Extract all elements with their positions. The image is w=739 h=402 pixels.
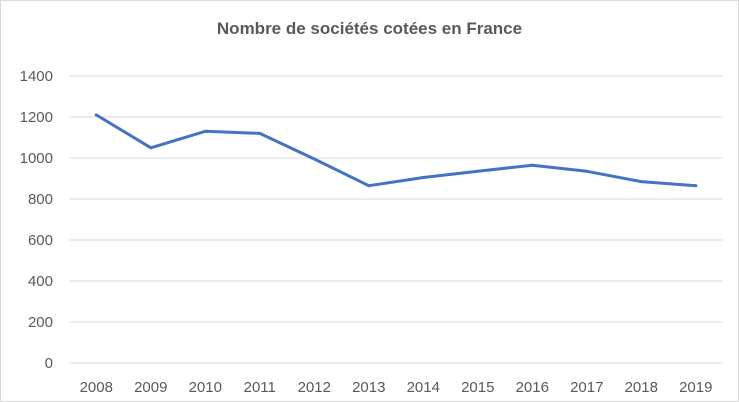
x-tick-label: 2019 (679, 379, 712, 396)
data-point-2008 (94, 113, 98, 117)
y-tick-label: 600 (28, 232, 53, 249)
x-tick-label: 2014 (407, 379, 440, 396)
chart-title: Nombre de sociétés cotées en France (216, 19, 523, 38)
data-point-2014 (421, 175, 425, 179)
series-line-0 (94, 113, 698, 188)
y-tick-label: 1400 (20, 68, 53, 85)
x-tick-label: 2018 (625, 379, 658, 396)
x-tick-label: 2017 (570, 379, 603, 396)
x-tick-label: 2015 (461, 379, 494, 396)
y-tick-label: 0 (45, 355, 53, 372)
x-tick-label: 2008 (80, 379, 113, 396)
data-point-2018 (639, 180, 643, 184)
data-point-2015 (476, 169, 480, 173)
data-point-2010 (203, 129, 207, 133)
x-tick-label: 2016 (516, 379, 549, 396)
y-tick-label: 800 (28, 191, 53, 208)
y-tick-label: 1200 (20, 109, 53, 126)
data-point-2019 (694, 184, 698, 188)
data-point-2016 (530, 163, 534, 167)
data-point-2017 (585, 169, 589, 173)
y-tick-label: 200 (28, 314, 53, 331)
x-tick-label: 2010 (189, 379, 222, 396)
data-point-2011 (258, 131, 262, 135)
y-tick-label: 400 (28, 273, 53, 290)
x-tick-label: 2013 (352, 379, 385, 396)
y-tick-label: 1000 (20, 150, 53, 167)
x-tick-label: 2009 (134, 379, 167, 396)
data-point-2009 (149, 146, 153, 150)
x-tick-label: 2011 (244, 379, 276, 396)
data-point-2012 (312, 157, 316, 161)
x-tick-label: 2012 (298, 379, 331, 396)
data-point-2013 (367, 184, 371, 188)
